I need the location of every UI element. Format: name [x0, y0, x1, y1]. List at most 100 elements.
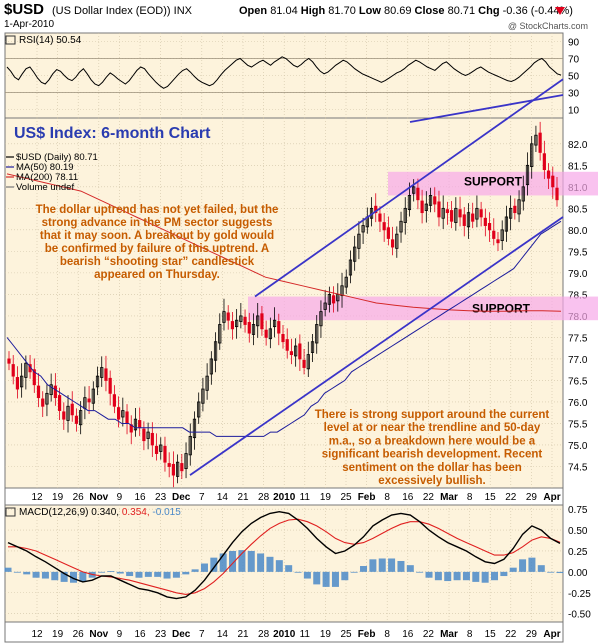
macd-histogram-bar: [229, 550, 237, 572]
candle-body: [538, 132, 542, 153]
x-tick-label: 7: [199, 492, 205, 503]
close-value: 80.71: [447, 5, 476, 17]
candle-body: [517, 199, 521, 215]
x-tick-label: 23: [155, 492, 167, 503]
macd-histogram-bar: [322, 571, 330, 587]
macd-histogram-bar: [172, 571, 180, 578]
x-tick-label: 25: [340, 492, 352, 503]
candle-body: [525, 164, 530, 186]
candle-body: [239, 315, 243, 322]
candle-body: [395, 233, 399, 249]
annotation-line-1: appeared on Thursday.: [94, 269, 220, 281]
macd-histogram-bar: [32, 571, 40, 578]
candle-body: [399, 220, 403, 233]
x-tick-label: 16: [134, 492, 146, 503]
candle-body: [256, 315, 260, 327]
candle-body: [504, 216, 509, 232]
candle-body: [57, 395, 62, 411]
candle-body: [487, 223, 492, 231]
x-tick-label: 14: [217, 629, 229, 640]
candle-body: [100, 367, 104, 378]
candle-body: [428, 195, 433, 206]
macd-histogram-bar: [444, 571, 452, 582]
candle-body: [378, 213, 382, 222]
macd-signal-line: [8, 518, 561, 595]
candle-body: [167, 463, 171, 467]
macd-hist-value: -0.015: [152, 507, 181, 518]
candle-body: [492, 230, 496, 239]
macd-histogram-bar: [547, 571, 555, 573]
macd-histogram-bar: [434, 571, 442, 581]
macd-tick-label: 0.00: [568, 568, 588, 579]
candle-body: [407, 195, 412, 211]
candle-body: [74, 415, 79, 424]
open-label: Open: [239, 5, 268, 17]
watermark: @ StockCharts.com: [507, 21, 588, 31]
candle-body: [437, 201, 441, 218]
macd-histogram-bar: [360, 566, 368, 572]
x-tick-label: Dec: [172, 492, 191, 503]
macd-tick-label: -0.50: [568, 610, 591, 621]
x-tick-label: 14: [217, 492, 229, 503]
candle-body: [496, 239, 500, 244]
macd-histogram-bar: [472, 571, 480, 582]
candle-body: [424, 203, 428, 211]
candle-body: [218, 324, 222, 344]
x-tick-label: 16: [402, 492, 414, 503]
macd-histogram-bar: [285, 565, 293, 572]
price-tick-label: 76.5: [568, 376, 588, 387]
candle-body: [420, 200, 424, 214]
macd-histogram-bar: [388, 558, 396, 572]
macd-histogram-bar: [556, 571, 564, 574]
macd-tick-label: -0.25: [568, 589, 591, 600]
candle-body: [315, 324, 319, 344]
x-tick-label: 19: [52, 629, 64, 640]
candle-body: [433, 196, 437, 205]
macd-histogram-bar: [69, 571, 77, 583]
macd-line: [7, 510, 561, 600]
macd-histogram-bar: [397, 560, 405, 572]
open-value: 81.04: [270, 5, 298, 17]
annotation-line-2: excessively bullish.: [378, 475, 485, 487]
x-tick-label: 8: [467, 492, 473, 503]
candle-body: [319, 311, 323, 327]
x-tick-label: Nov: [89, 492, 108, 503]
macd-histogram-bar: [519, 559, 527, 572]
annotation-line-1: strong advance in the PM sector suggests: [42, 217, 273, 229]
x-tick-label: 19: [52, 492, 64, 503]
candle-body: [294, 345, 298, 357]
candle-body: [479, 209, 483, 218]
candle-body: [302, 359, 306, 368]
macd-histogram-bar: [13, 571, 21, 573]
x-tick-label: 28: [258, 629, 270, 640]
x-tick-label: 11: [300, 492, 311, 503]
price-tick-label: 79.5: [568, 247, 588, 258]
annotation-line-1: that it may soon. A breakout by gold wou…: [40, 230, 274, 242]
candle-body: [209, 358, 213, 375]
macd-histogram-bar: [341, 571, 349, 581]
chg-value: -0.36 (-0.44%): [502, 5, 573, 17]
annotation-line-2: level at or near the trendline and 50-da…: [324, 422, 541, 434]
macd-histogram-bar: [425, 571, 433, 578]
support-zone-lower: [248, 296, 563, 321]
macd-histogram-bar: [126, 571, 134, 577]
price-tick-label: 76.0: [568, 398, 588, 409]
x-tick-label: 8: [384, 492, 390, 503]
x-tick-label: Mar: [440, 629, 458, 640]
candle-body: [176, 461, 180, 477]
x-tick-label: 21: [237, 492, 249, 503]
close-label: Close: [414, 5, 445, 17]
candle-body: [386, 227, 390, 239]
rsi-legend-swatch: [5, 35, 16, 45]
macd-histogram-bar: [219, 553, 227, 572]
candle-body: [264, 329, 268, 338]
macd-value: MACD(12,26,9) 0.340,: [19, 507, 122, 518]
macd-histogram-bar: [107, 571, 115, 572]
x-tick-label: 23: [155, 629, 167, 640]
candle-body: [353, 246, 357, 262]
candle-body: [79, 410, 83, 426]
candle-body: [441, 207, 445, 219]
macd-tick-label: 0.25: [568, 547, 588, 558]
quote-summary: Open 81.04 High 81.70 Low 80.69 Close 80…: [239, 5, 573, 17]
price-tick-label: 78.5: [568, 290, 588, 301]
